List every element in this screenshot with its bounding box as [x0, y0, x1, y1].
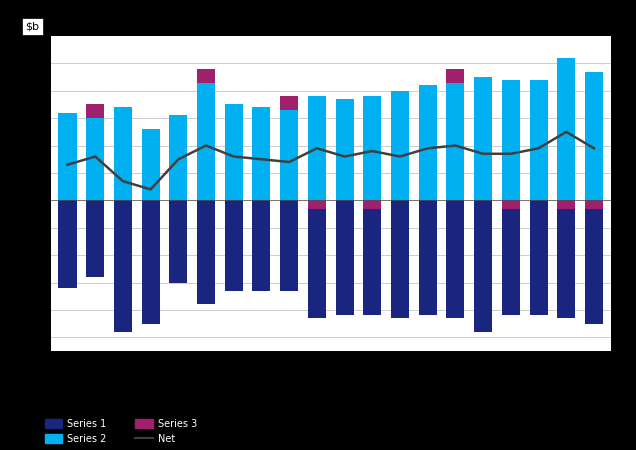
Bar: [142, 129, 160, 200]
Bar: [225, 200, 243, 291]
Bar: [169, 200, 188, 283]
Bar: [446, 82, 464, 200]
Bar: [252, 107, 270, 200]
Bar: [59, 112, 76, 200]
Bar: [86, 118, 104, 200]
Bar: [86, 104, 104, 118]
Bar: [280, 96, 298, 110]
Bar: [391, 91, 409, 200]
Bar: [308, 200, 326, 208]
Bar: [557, 200, 575, 318]
Bar: [280, 110, 298, 200]
Bar: [502, 200, 520, 315]
Bar: [308, 96, 326, 200]
Bar: [86, 200, 104, 277]
Bar: [585, 200, 603, 208]
Bar: [197, 82, 215, 200]
Bar: [530, 200, 548, 315]
Bar: [363, 96, 382, 200]
Bar: [446, 200, 464, 318]
Bar: [502, 200, 520, 208]
Bar: [308, 200, 326, 318]
Bar: [336, 99, 354, 200]
Bar: [114, 200, 132, 332]
Bar: [169, 116, 188, 200]
Bar: [474, 77, 492, 200]
Bar: [142, 200, 160, 324]
Bar: [418, 200, 437, 315]
Legend: Series 1, Series 2, Series 3, Net: Series 1, Series 2, Series 3, Net: [45, 419, 197, 444]
Text: $b: $b: [25, 21, 39, 31]
Bar: [252, 200, 270, 291]
Bar: [197, 200, 215, 305]
Bar: [418, 86, 437, 200]
Bar: [585, 72, 603, 200]
Bar: [280, 200, 298, 291]
Bar: [59, 200, 76, 288]
Bar: [557, 58, 575, 200]
Bar: [225, 104, 243, 200]
Bar: [585, 200, 603, 324]
Bar: [197, 69, 215, 82]
Bar: [336, 200, 354, 315]
Bar: [391, 200, 409, 318]
Bar: [114, 107, 132, 200]
Bar: [363, 200, 382, 315]
Bar: [363, 200, 382, 208]
Bar: [502, 80, 520, 200]
Bar: [530, 80, 548, 200]
Bar: [474, 200, 492, 332]
Bar: [557, 200, 575, 208]
Bar: [446, 69, 464, 82]
